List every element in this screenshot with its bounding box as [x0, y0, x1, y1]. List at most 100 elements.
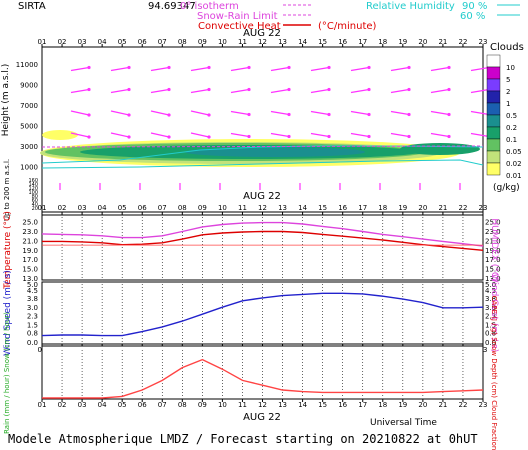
y-tick-label-right: 5.0	[485, 281, 496, 289]
wind-arrow-head	[407, 87, 411, 92]
wind-arrow-head	[247, 112, 251, 117]
hour-tick-label: 12	[258, 401, 267, 409]
wind-arrow-head	[167, 135, 171, 139]
wind-arrow	[310, 110, 330, 116]
cloud-scale-label: 0.2	[506, 124, 517, 132]
cape-ylabel: CAPE (J / g) Snow Depth (cm) Cloud Fract…	[490, 296, 498, 450]
cloud-scale-label: 0.5	[506, 112, 517, 120]
hour-tick-label: 06	[138, 38, 147, 46]
wind-arrow	[390, 132, 410, 138]
station-name: SIRTA	[18, 1, 46, 12]
y-tick-label: 5.0	[27, 281, 38, 289]
hour-tick-label: 02	[58, 204, 67, 212]
hour-tick-label: 04	[98, 204, 107, 212]
wind-arrow-head	[447, 112, 451, 117]
hour-tick-label: 06	[138, 204, 147, 212]
y-tick-label: 15.0	[22, 266, 38, 274]
hour-tick-label: 11	[238, 38, 247, 46]
y-tick-label-right: 17.0	[485, 256, 501, 264]
cloud-scale-label: 0.05	[506, 148, 522, 156]
rain-chart	[41, 350, 484, 399]
hour-tick-label: 19	[398, 401, 407, 409]
wind-arrow	[270, 88, 290, 94]
wind-arrow-head	[207, 87, 211, 92]
wind-arrow	[430, 88, 450, 94]
wind-arrow	[190, 66, 210, 72]
y-tick-label: 2.3	[27, 312, 38, 320]
hour-tick-label: 08	[178, 401, 187, 409]
y-tick-label: 25.0	[22, 219, 38, 227]
hour-tick-label: 15	[318, 38, 327, 46]
wind-arrow	[390, 110, 410, 116]
hour-tick-label: 17	[358, 401, 367, 409]
wind-chart	[41, 292, 484, 337]
hour-tick-label: 10	[218, 204, 227, 212]
wind-arrow	[350, 88, 370, 94]
legend-convective: Convective Heat	[198, 21, 281, 32]
hour-tick-label: 12	[258, 38, 267, 46]
height-ylabel: Height (m a.s.l.)	[1, 64, 11, 137]
cloud-band-core	[185, 147, 365, 157]
wind-arrow-head	[167, 113, 171, 117]
clouds-title: Clouds	[490, 42, 524, 53]
y-tick-label-right: 19.0	[485, 247, 501, 255]
wind-arrow	[230, 88, 250, 94]
hour-tick-label: 01	[38, 38, 47, 46]
rh-60-contour	[41, 159, 484, 169]
cloud-scale-label: 10	[506, 64, 515, 72]
height-panel	[41, 46, 484, 213]
cloud-scale-swatch	[486, 102, 501, 116]
height-tick-label: 1000	[20, 164, 38, 172]
y-tick-label-right: 1.5	[485, 322, 496, 330]
wind-arrow	[390, 66, 410, 72]
wind-arrow-head	[167, 65, 171, 70]
height-ylabel2: Up to 200 m a.s.l.	[3, 159, 11, 221]
y-tick-label-right: 13.0	[485, 275, 501, 283]
height-tick-label: 5000	[20, 123, 38, 131]
height-tick-label-low: 60	[32, 198, 38, 204]
temp-chart	[41, 221, 484, 251]
model-footer: Modele Atmospherique LMDZ / Forecast sta…	[8, 432, 478, 446]
hour-tick-label: 03	[78, 401, 87, 409]
height-tick-label: 7000	[20, 102, 38, 110]
cloud-scale-label: 5	[506, 76, 510, 84]
station-coord: 94.69347	[148, 1, 196, 12]
hour-tick-label: 03	[78, 204, 87, 212]
wind-panel	[41, 281, 484, 345]
wind-arrow-head	[327, 87, 331, 92]
cloud-scale-swatch	[486, 114, 501, 128]
wind-arrow	[150, 88, 170, 94]
y-tick-label: 3.8	[27, 295, 38, 303]
date-label-mid: AUG 22	[243, 191, 281, 202]
hour-tick-label: 09	[198, 204, 207, 212]
hour-tick-label: 16	[338, 38, 347, 46]
rain-ylabel: Rain (mm / hour) Snow (cm / hour)	[3, 312, 11, 434]
hour-tick-label: 08	[178, 204, 187, 212]
hour-tick-label: 20	[418, 204, 427, 212]
wind-arrow	[70, 132, 90, 138]
hour-tick-label: 23	[479, 401, 488, 409]
hour-tick-label: 16	[338, 401, 347, 409]
wind-ylabel: Wind Speed (m / s)	[3, 270, 13, 356]
wind-arrow	[470, 110, 490, 116]
hour-tick-label: 06	[138, 401, 147, 409]
hour-tick-label: 05	[118, 401, 127, 409]
height-tick-label-low: 40	[32, 202, 38, 208]
hour-tick-label: 21	[438, 401, 447, 409]
wind-arrow-head	[247, 87, 251, 92]
y-tick-label-right: 3.8	[485, 295, 496, 303]
height-tick-label-low: 100	[28, 190, 38, 196]
cloud-scale-label: 0.02	[506, 160, 522, 168]
wind-arrow	[430, 110, 450, 116]
y-tick-label-right: 4.5	[485, 287, 496, 295]
clouds-unit: (g/kg)	[493, 183, 520, 193]
hour-tick-label: 05	[118, 204, 127, 212]
y-tick-label: 19.0	[22, 247, 38, 255]
wind-arrow-head	[287, 65, 291, 70]
wind-arrow	[470, 132, 490, 138]
wind-arrow	[270, 110, 290, 116]
series-line	[42, 358, 484, 399]
y-tick-label: 21.0	[22, 237, 38, 245]
height-tick-label-low: 120	[28, 186, 38, 192]
